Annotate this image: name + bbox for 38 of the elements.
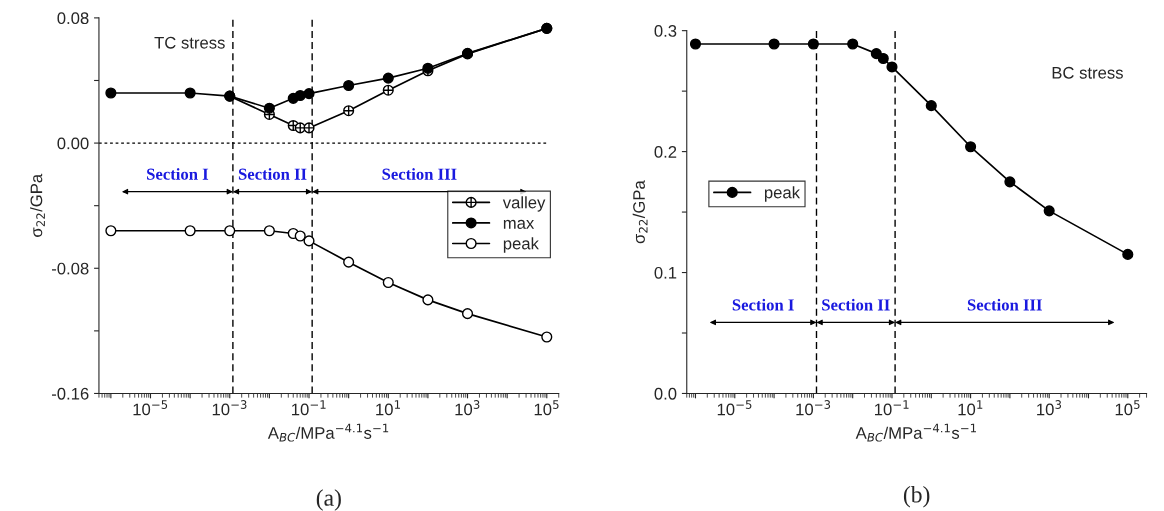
- x-tick-label: 10$^{−1}$: [292, 400, 326, 416]
- y-axis-title: σ$_{22}$/GPa: [30, 173, 45, 237]
- text: (a): [316, 489, 341, 511]
- x-tick-label: 10$^{1}$: [376, 400, 400, 416]
- x-axis-title: A$_{BC}$/MPa$^{−4.1}$s$^{−1}$: [855, 423, 976, 442]
- annotation: BC stress: [1052, 66, 1123, 79]
- legend-label: peak: [764, 186, 801, 202]
- y-tick-label: 0.00: [57, 137, 89, 150]
- legend-label: peak: [503, 237, 539, 253]
- y-tick-label: 0.0: [654, 387, 677, 400]
- y-tick-label: -0.16: [51, 387, 89, 400]
- annotation: Section II: [238, 168, 307, 180]
- x-tick-label: 10$^{−5}$: [717, 400, 752, 416]
- annotation: Section II: [822, 298, 890, 311]
- x-tick-label: 10$^{−3}$: [796, 400, 831, 416]
- x-tick-label: 10$^{3}$: [455, 400, 480, 416]
- legend-label: valley: [502, 196, 546, 212]
- legend-label: max: [503, 219, 535, 229]
- x-tick-label: 10$^{3}$: [1037, 400, 1062, 416]
- x-tick-label: 10$^{5}$: [534, 400, 559, 416]
- x-tick-label: 10$^{1}$: [958, 400, 983, 416]
- text: (b): [903, 485, 930, 508]
- y-tick-label: 0.1: [654, 266, 677, 279]
- x-axis-title: A$_{BC}$/MPa$^{−4.1}$s$^{−1}$: [267, 423, 389, 442]
- y-axis-title: σ$_{22}$/GPa: [632, 180, 648, 244]
- x-tick-label: 10$^{−3}$: [212, 400, 247, 416]
- y-tick-label: 0.08: [57, 12, 89, 25]
- annotation: TC stress: [154, 36, 225, 49]
- x-tick-label: 10$^{−1}$: [875, 400, 909, 416]
- y-tick-label: 0.2: [654, 146, 677, 158]
- x-tick-label: 10$^{−5}$: [133, 400, 168, 416]
- y-tick-label: 0.3: [654, 25, 677, 37]
- y-tick-label: -0.08: [51, 262, 89, 275]
- x-tick-label: 10$^{5}$: [1115, 400, 1140, 416]
- annotation: Section I: [147, 168, 209, 180]
- annotation: Section I: [732, 298, 794, 311]
- annotation: Section III: [382, 168, 457, 180]
- annotation: Section III: [967, 298, 1042, 311]
